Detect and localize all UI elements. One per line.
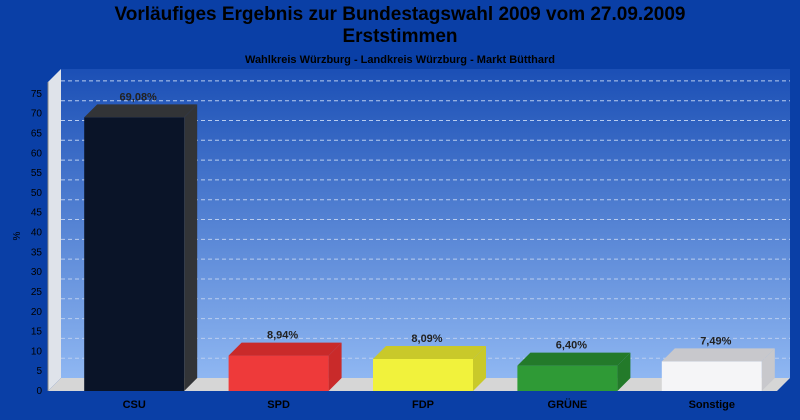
bar-top: [84, 104, 198, 118]
y-tick-label: 35: [31, 247, 43, 258]
left-wall: [48, 69, 61, 391]
chart-title: Vorläufiges Ergebnis zur Bundestagswahl …: [0, 4, 800, 48]
bar-value-label: 8,94%: [267, 330, 298, 342]
y-tick-label: 60: [31, 148, 43, 159]
y-tick-label: 40: [31, 228, 43, 239]
y-tick-label: 0: [36, 386, 42, 397]
chart-title-line1: Vorläufiges Ergebnis zur Bundestagswahl …: [114, 4, 686, 25]
bar-value-label: 69,08%: [120, 91, 158, 103]
y-axis-label: %: [12, 231, 23, 240]
y-tick-label: 45: [31, 208, 43, 219]
y-tick-label: 30: [31, 267, 43, 278]
bar-front: [373, 358, 473, 391]
bar-side: [617, 352, 631, 391]
y-tick-label: 10: [31, 346, 43, 357]
y-tick-label: 70: [31, 109, 43, 120]
bar-side: [184, 104, 198, 392]
bar-side: [328, 342, 342, 391]
chart-title-line2: Erststimmen: [342, 26, 458, 47]
y-tick-label: 20: [31, 307, 43, 318]
y-tick-label: 50: [31, 188, 43, 199]
bar-top: [661, 348, 775, 362]
bar-value-label: 8,09%: [411, 333, 442, 345]
y-tick-label: 75: [31, 89, 43, 100]
y-tick-label: 15: [31, 327, 43, 338]
bar-front: [84, 117, 185, 392]
bar-top: [517, 352, 631, 366]
x-category-label: SPD: [267, 399, 290, 411]
x-category-label: Sonstige: [689, 399, 735, 411]
bar-front: [228, 355, 329, 391]
bar-top: [228, 342, 342, 356]
x-category-label: CSU: [123, 399, 146, 411]
bar-side: [761, 348, 775, 391]
chart-subtitle: Wahlkreis Würzburg - Landkreis Würzburg …: [244, 54, 556, 66]
x-category-label: GRÜNE: [548, 398, 588, 411]
bar-top: [373, 345, 486, 359]
bar-front: [517, 365, 618, 391]
y-tick-label: 25: [31, 287, 43, 298]
y-tick-label: 65: [31, 129, 43, 140]
bar-value-label: 7,49%: [700, 335, 731, 347]
y-tick-label: 5: [36, 366, 42, 377]
bar-value-label: 6,40%: [556, 340, 587, 352]
bar-side: [473, 345, 486, 391]
y-tick-label: 55: [31, 168, 43, 179]
bar-front: [661, 361, 762, 391]
x-category-label: FDP: [412, 399, 434, 411]
